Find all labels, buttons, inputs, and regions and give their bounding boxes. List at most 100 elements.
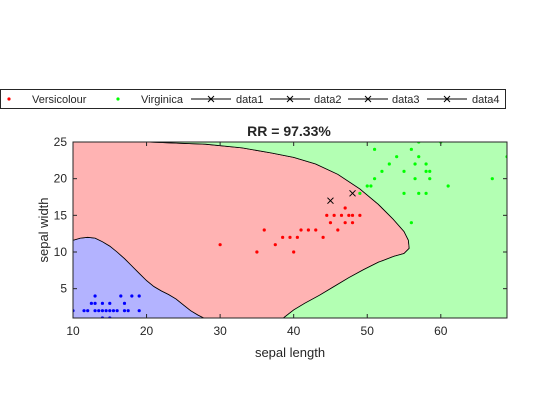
point-setosa	[108, 301, 112, 305]
legend-item-virginica: Virginica	[116, 94, 184, 106]
point-versicolour	[350, 213, 355, 217]
axes-box	[72, 141, 508, 319]
legend-label: Virginica	[141, 94, 184, 106]
point-virginica	[428, 177, 432, 181]
point-virginica	[395, 155, 399, 159]
point-virginica	[372, 147, 377, 151]
legend-item-versicolour: Versicolour	[7, 94, 87, 106]
point-setosa	[108, 309, 112, 313]
point-data2	[349, 189, 356, 197]
y-tick-label: 20	[54, 172, 68, 186]
legend-label: data1	[236, 94, 264, 106]
point-virginica	[424, 191, 428, 195]
point-virginica	[409, 147, 413, 151]
point-virginica	[358, 191, 362, 195]
chart-title: RR = 97.33%	[247, 123, 331, 139]
point-virginica	[380, 169, 384, 173]
point-versicolour	[273, 243, 277, 247]
point-versicolour	[314, 228, 318, 232]
legend-marker	[7, 97, 11, 101]
point-versicolour	[292, 250, 296, 254]
point-virginica	[387, 162, 391, 166]
legend-marker	[116, 97, 120, 101]
point-setosa	[130, 294, 134, 298]
point-virginica	[424, 169, 428, 173]
point-virginica	[413, 162, 417, 166]
region-virginica	[146, 142, 507, 318]
point-setosa	[82, 309, 86, 313]
point-setosa	[100, 301, 105, 305]
x-tick-label: 30	[213, 324, 227, 338]
point-virginica	[417, 155, 421, 159]
point-versicolour	[218, 243, 222, 247]
point-setosa	[137, 294, 141, 298]
point-versicolour	[299, 228, 303, 232]
point-versicolour	[306, 228, 310, 232]
legend-marker	[427, 95, 467, 103]
point-setosa	[100, 309, 105, 313]
point-virginica	[369, 184, 373, 188]
point-versicolour	[325, 213, 329, 217]
point-versicolour	[288, 235, 292, 239]
point-setosa	[97, 309, 101, 313]
point-versicolour	[255, 250, 259, 254]
point-versicolour	[350, 221, 355, 225]
legend-label: Versicolour	[32, 94, 87, 106]
point-versicolour	[339, 213, 344, 217]
point-versicolour	[343, 206, 347, 210]
point-setosa	[122, 301, 127, 305]
y-tick-label: 25	[54, 135, 68, 149]
legend-item-data1: data1	[191, 94, 264, 106]
legend-label: data3	[392, 94, 420, 106]
legend-label: data2	[314, 94, 342, 106]
point-setosa	[89, 301, 93, 305]
legend-item-data4: data4	[427, 94, 500, 106]
point-versicolour	[336, 228, 340, 232]
point-versicolour	[347, 213, 351, 217]
y-tick-label: 5	[60, 282, 67, 296]
legend-item-data3: data3	[348, 94, 420, 106]
point-setosa	[126, 309, 130, 313]
point-setosa	[137, 309, 141, 313]
point-data1	[327, 197, 334, 205]
point-setosa	[122, 309, 127, 313]
point-virginica	[424, 162, 428, 166]
point-virginica	[417, 191, 421, 195]
point-virginica	[402, 169, 406, 173]
point-setosa	[93, 301, 97, 305]
legend-marker	[270, 95, 310, 103]
y-axis-label: sepal width	[36, 197, 51, 262]
point-setosa	[111, 309, 116, 313]
point-versicolour	[262, 228, 266, 232]
point-virginica	[446, 184, 450, 188]
plot-area: 10 20 30 40 50 60 5 10 15 20 25	[54, 135, 508, 338]
point-versicolour	[321, 235, 325, 239]
point-virginica	[409, 221, 413, 225]
y-tick-label: 15	[54, 208, 68, 222]
x-axis-label: sepal length	[255, 345, 325, 360]
x-tick-label: 40	[287, 324, 301, 338]
point-versicolour	[358, 213, 362, 217]
y-tick-label: 10	[54, 245, 68, 259]
legend-label: data4	[472, 94, 500, 106]
point-versicolour	[281, 235, 285, 239]
point-setosa	[86, 309, 90, 313]
legend-box	[0, 89, 506, 109]
point-versicolour	[332, 213, 336, 217]
legend: Versicolour Virginica data1 data2 data3 data4	[0, 89, 506, 109]
point-setosa	[93, 294, 97, 298]
x-tick-label: 20	[140, 324, 154, 338]
point-setosa	[104, 309, 108, 313]
x-tick-label: 60	[434, 324, 448, 338]
legend-item-data2: data2	[270, 94, 342, 106]
point-versicolour	[328, 221, 333, 225]
legend-marker	[348, 95, 388, 103]
point-versicolour	[295, 235, 299, 239]
point-setosa	[93, 309, 97, 313]
point-virginica	[372, 177, 377, 181]
point-setosa	[115, 309, 119, 313]
x-tick-label: 50	[361, 324, 375, 338]
point-virginica	[413, 177, 417, 181]
point-versicolour	[343, 221, 347, 225]
